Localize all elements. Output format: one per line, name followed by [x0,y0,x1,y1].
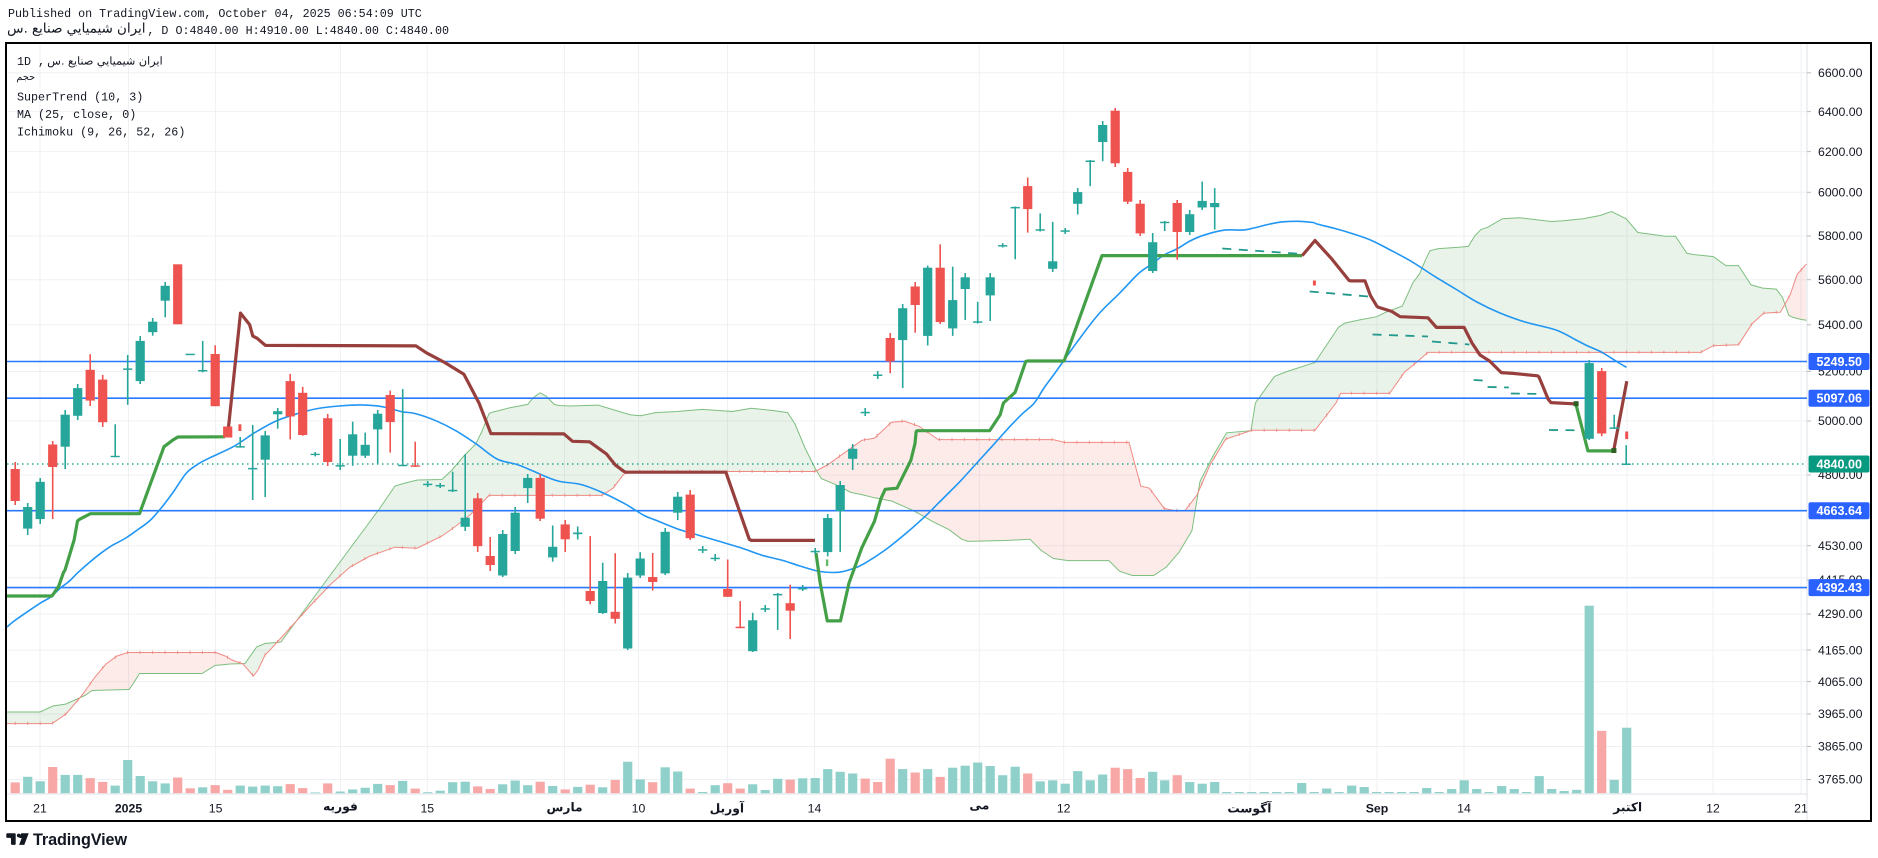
svg-text:4663.64: 4663.64 [1817,504,1863,518]
svg-text:15: 15 [420,802,434,816]
svg-text:4530.00: 4530.00 [1818,539,1863,553]
svg-text:Published on TradingView.com,: Published on TradingView.com, October 04… [8,7,422,21]
svg-text:6400.00: 6400.00 [1818,105,1863,119]
svg-text:2025: 2025 [115,802,143,816]
svg-text:SuperTrend (10, 3): SuperTrend (10, 3) [17,91,143,105]
svg-text:4165.00: 4165.00 [1818,643,1863,657]
svg-text:TradingView: TradingView [33,831,127,849]
svg-text:4290.00: 4290.00 [1818,607,1863,621]
svg-text:5000.00: 5000.00 [1818,414,1863,428]
svg-text:MA (25, close, 0): MA (25, close, 0) [17,108,136,122]
svg-text:3865.00: 3865.00 [1818,740,1863,754]
svg-text:3965.00: 3965.00 [1818,707,1863,721]
svg-text:3765.00: 3765.00 [1818,773,1863,787]
svg-text:Ichimoku (9, 26, 52, 26): Ichimoku (9, 26, 52, 26) [17,126,185,140]
svg-text:15: 15 [209,802,223,816]
svg-text:1D ,: 1D , [17,55,45,69]
svg-text:12: 12 [1057,802,1071,816]
svg-text:21: 21 [1794,802,1808,816]
svg-text:6000.00: 6000.00 [1818,186,1863,200]
svg-text:21: 21 [33,802,47,816]
svg-text:10: 10 [632,802,646,816]
svg-text:14: 14 [808,802,822,816]
svg-text:5249.50: 5249.50 [1817,355,1863,369]
svg-text:4840.00: 4840.00 [1817,458,1863,472]
svg-text:6600.00: 6600.00 [1818,66,1863,80]
svg-text:, D O:4840.00 H:4910.00 L:4840: , D O:4840.00 H:4910.00 L:4840.00 C:4840… [147,24,449,38]
svg-text:5800.00: 5800.00 [1818,229,1863,243]
svg-text:12: 12 [1706,802,1720,816]
svg-text:14: 14 [1457,802,1471,816]
svg-text:6200.00: 6200.00 [1818,145,1863,159]
svg-text:5600.00: 5600.00 [1818,273,1863,287]
svg-text:4392.43: 4392.43 [1817,581,1863,595]
svg-text:5097.06: 5097.06 [1817,392,1863,406]
svg-text:4065.00: 4065.00 [1818,675,1863,689]
svg-text:5400.00: 5400.00 [1818,318,1863,332]
svg-text:Sep: Sep [1366,802,1389,816]
